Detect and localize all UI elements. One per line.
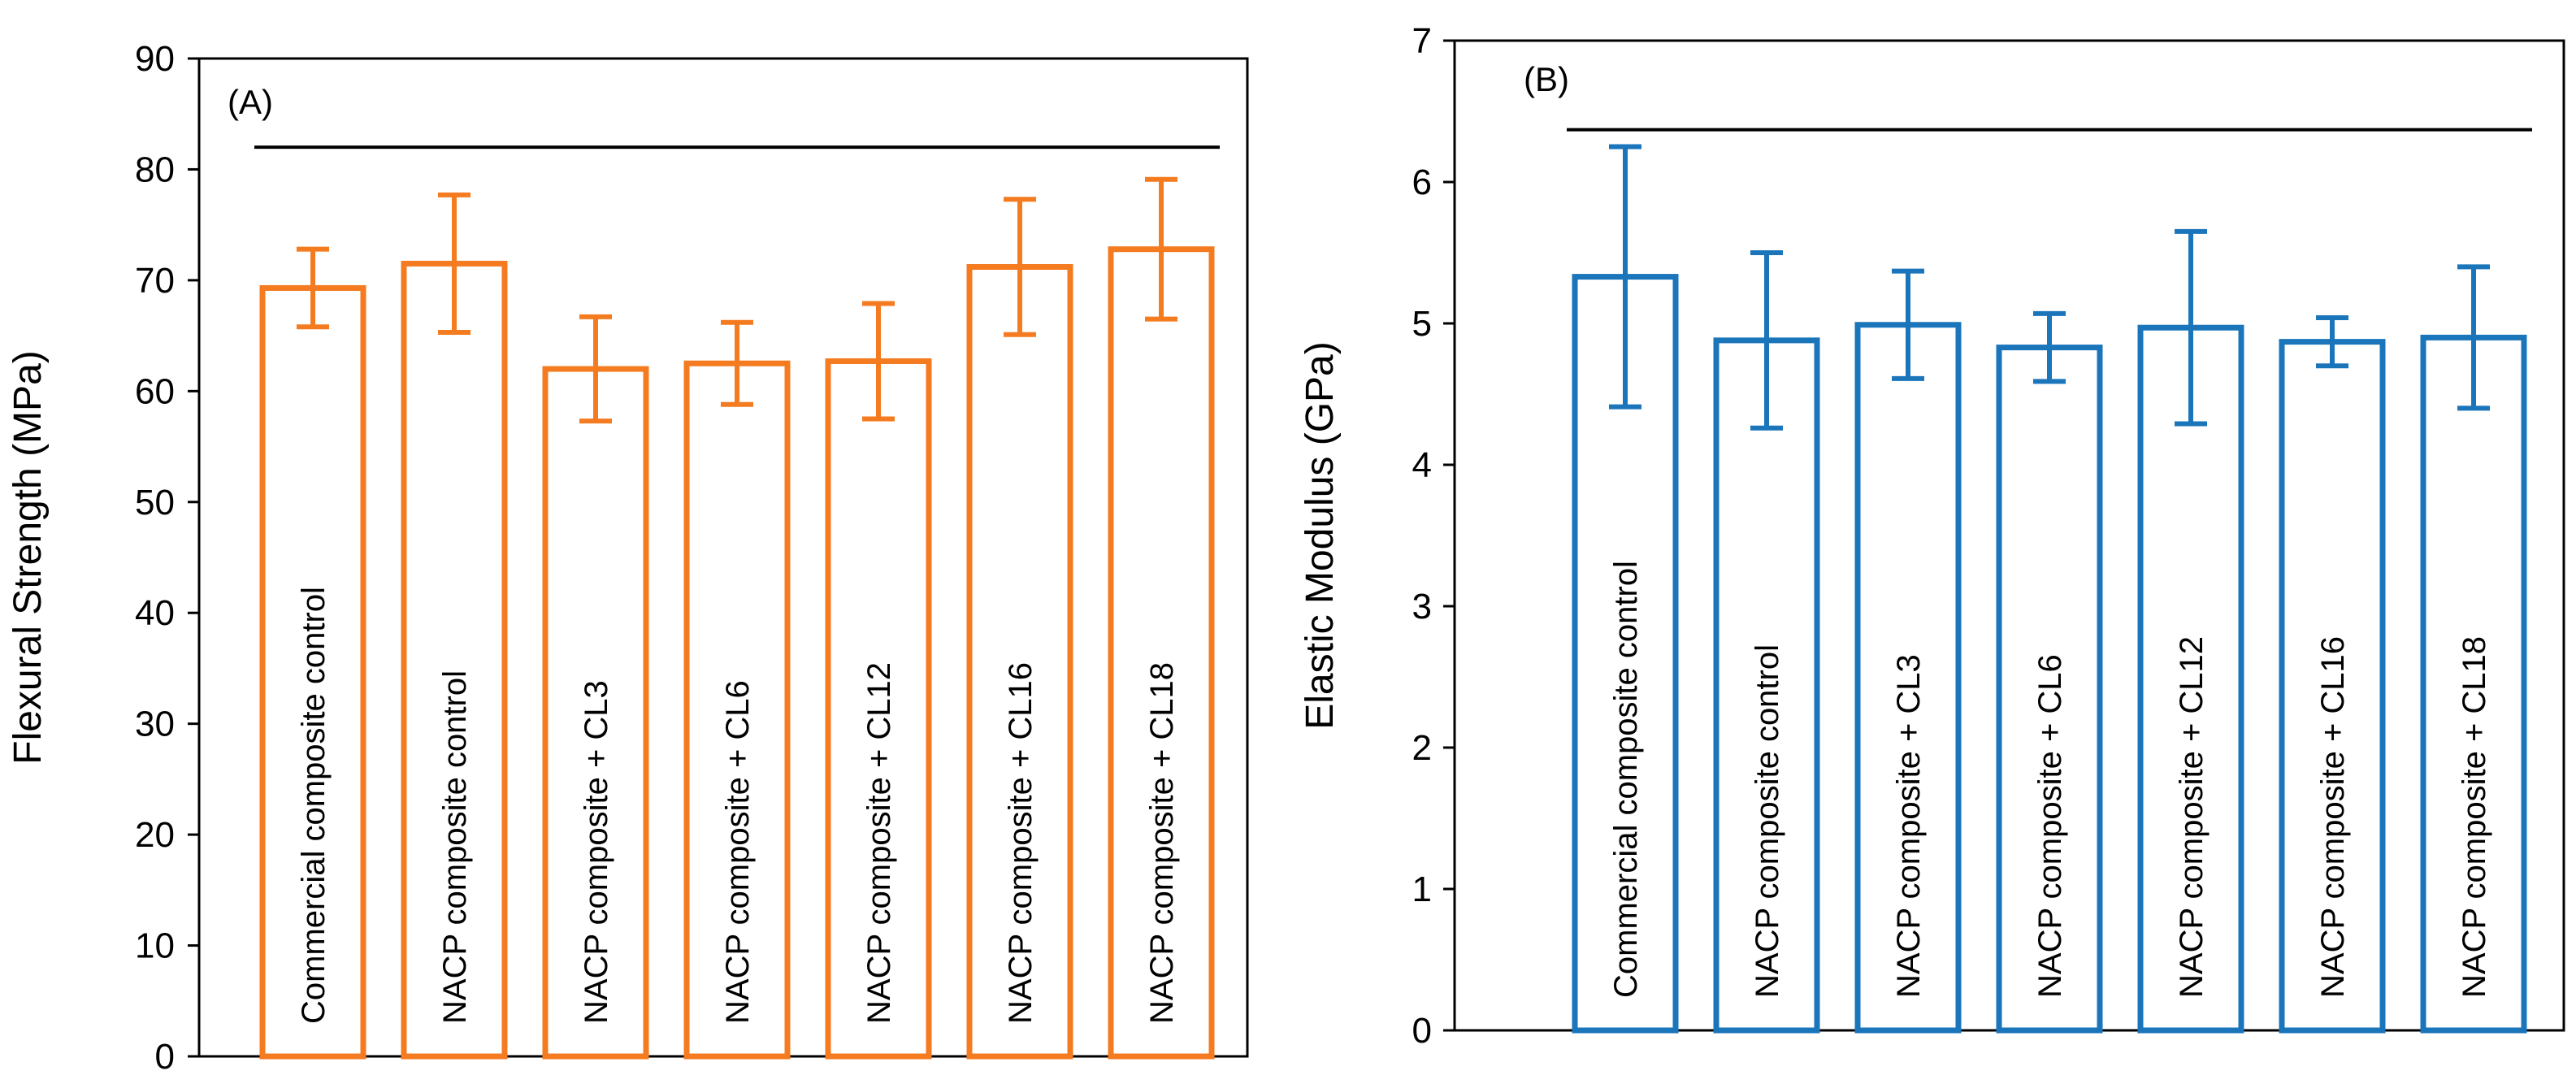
chart-1-error-bar-6 (2457, 264, 2490, 411)
chart-1-error-bar-2 (1892, 268, 1924, 381)
chart-1-category-label-4: NACP composite + CL12 (2174, 636, 2210, 998)
chart-0-ylabel: Flexural Strength (MPa) (7, 350, 50, 765)
chart-1: 0 1 2 3 4 5 6 7 Elastic Modulus (GPa) (B) Commerci… (1299, 21, 2565, 1051)
chart-0-panel-label: (A) (228, 83, 273, 121)
chart-1-ytick-label: 7 (1412, 21, 1432, 61)
chart-0-category-label-1: NACP composite control (437, 670, 473, 1024)
chart-0-category-label-4: NACP composite + CL12 (861, 662, 897, 1024)
chart-0-error-bar-4 (862, 301, 895, 422)
chart-0-category-label-0: Commercial composite control (296, 587, 332, 1024)
chart-0-category-label-2: NACP composite + CL3 (579, 680, 614, 1024)
chart-0-ytick-label: 20 (135, 815, 175, 855)
chart-0-error-bar-5 (1004, 197, 1036, 337)
chart-0-ytick-label: 0 (155, 1037, 175, 1077)
chart-0-category-label-6: NACP composite + CL18 (1144, 662, 1180, 1024)
chart-1-category-label-2: NACP composite + CL3 (1891, 654, 1927, 998)
chart-1-panel-label: (B) (1524, 60, 1569, 98)
chart-1-ytick-label: 5 (1412, 304, 1432, 344)
chart-0-error-bar-0 (297, 246, 329, 330)
chart-0-ytick-label: 40 (135, 593, 175, 633)
chart-1-category-label-3: NACP composite + CL6 (2032, 654, 2068, 998)
chart-1-error-bar-1 (1750, 250, 1783, 431)
chart-1-error-bar-4 (2175, 228, 2207, 427)
chart-0-ytick-label: 80 (135, 150, 175, 189)
chart-1-ylabel: Elastic Modulus (GPa) (1299, 341, 1342, 730)
chart-0-ytick-label: 60 (135, 371, 175, 411)
chart-0-ytick-label: 10 (135, 926, 175, 966)
chart-0-category-label-3: NACP composite + CL6 (720, 680, 756, 1024)
chart-1-category-label-6: NACP composite + CL18 (2457, 636, 2492, 998)
chart-0-error-bar-1 (438, 192, 471, 336)
chart-1-error-bar-5 (2316, 315, 2348, 369)
chart-0-error-bar-6 (1145, 176, 1177, 322)
chart-0-error-bar-3 (721, 319, 753, 407)
chart-0-ytick-label: 70 (135, 261, 175, 301)
chart-0-ytick-label: 50 (135, 483, 175, 522)
chart-1-category-label-1: NACP composite control (1750, 644, 1785, 998)
chart-1-error-bar-0 (1609, 144, 1641, 410)
chart-1-ytick-label: 2 (1412, 728, 1432, 768)
chart-1-ytick-label: 0 (1412, 1011, 1432, 1051)
chart-0-category-label-5: NACP composite + CL16 (1003, 662, 1039, 1024)
chart-1-category-label-0: Commercial composite control (1608, 561, 1644, 998)
chart-1-ytick-label: 3 (1412, 587, 1432, 627)
chart-1-ytick-label: 6 (1412, 163, 1432, 202)
chart-1-ytick-label: 4 (1412, 445, 1432, 485)
chart-1-category-label-5: NACP composite + CL16 (2315, 636, 2351, 998)
chart-0: 0 10 20 30 40 50 60 70 80 90 Flexural Strength (MP… (7, 39, 1249, 1077)
chart-0-error-bar-2 (579, 314, 612, 424)
chart-0-ytick-label: 90 (135, 39, 175, 79)
chart-1-ytick-label: 1 (1412, 869, 1432, 909)
chart-1-error-bar-3 (2033, 310, 2066, 384)
chart-0-ytick-label: 30 (135, 705, 175, 744)
